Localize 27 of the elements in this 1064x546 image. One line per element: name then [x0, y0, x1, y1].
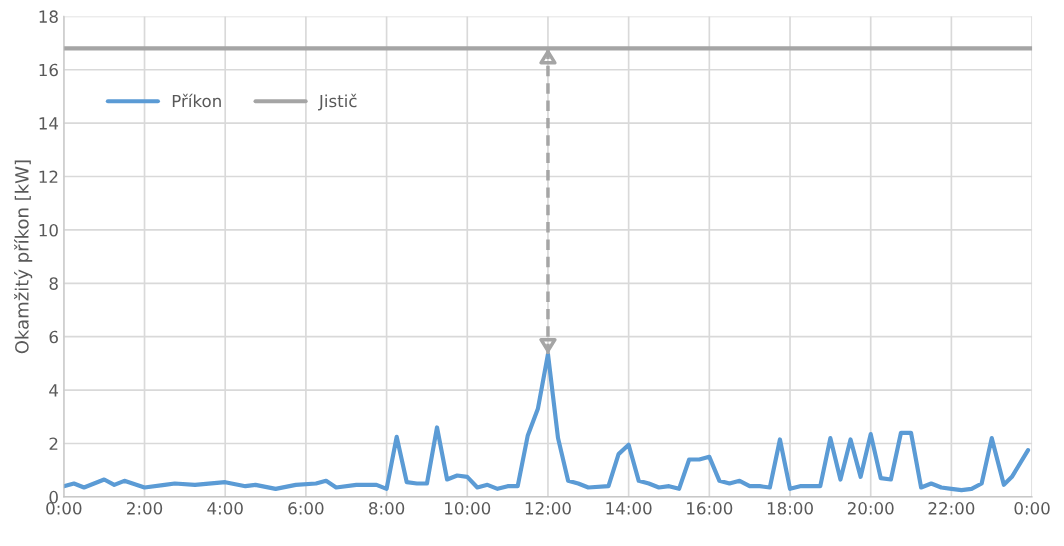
legend-label: Příkon — [172, 93, 221, 108]
y-tick-label: 8 — [49, 277, 58, 290]
x-tick-label: 22:00 — [928, 502, 975, 515]
line-series — [63, 351, 1031, 493]
x-tick-label: 0:00 — [46, 502, 82, 515]
y-tick-label: 6 — [49, 330, 58, 344]
x-tick-label: 18:00 — [767, 502, 813, 515]
y-tick-label: 12 — [39, 170, 58, 183]
x-tick-label: 6:00 — [288, 502, 324, 515]
y-tick-label: 14 — [39, 117, 59, 130]
y-tick-label: 16 — [39, 63, 58, 77]
y-axis-title: Okamžitý příkon [kW] — [14, 160, 33, 354]
x-tick-label: 10:00 — [445, 502, 491, 515]
legend-label: Jistič — [318, 93, 357, 111]
x-tick-label: 4:00 — [207, 502, 243, 515]
x-tick-label: 14:00 — [606, 502, 652, 515]
x-tick-label: 2:00 — [127, 502, 163, 515]
y-tick-label: 4 — [49, 384, 59, 397]
x-tick-label: 0:00 — [1014, 502, 1050, 515]
x-tick-label: 12:00 — [525, 502, 571, 515]
y-tick-label: 10 — [39, 223, 58, 237]
x-tick-label: 8:00 — [369, 502, 405, 515]
x-tick-label: 20:00 — [847, 502, 894, 515]
y-tick-label: 2 — [49, 437, 58, 450]
y-tick-label: 0 — [49, 490, 58, 504]
y-tick-label: 18 — [39, 10, 58, 23]
x-tick-label: 16:00 — [687, 502, 733, 515]
